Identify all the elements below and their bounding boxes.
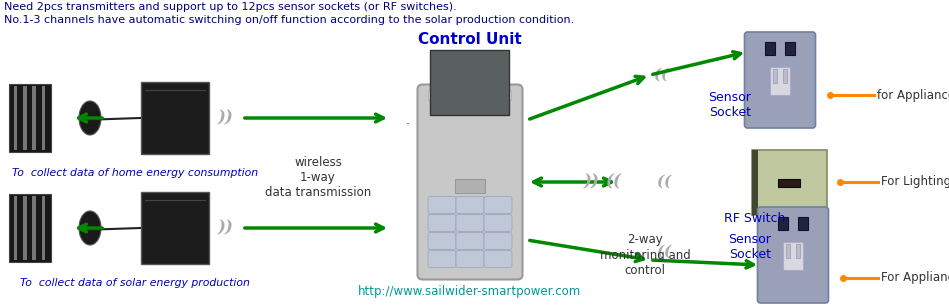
Text: (: ( bbox=[606, 174, 614, 191]
FancyBboxPatch shape bbox=[745, 32, 815, 128]
Bar bbox=[23, 196, 27, 260]
Text: for Appliance: for Appliance bbox=[877, 88, 949, 102]
Bar bbox=[42, 196, 46, 260]
Ellipse shape bbox=[79, 101, 101, 135]
Text: No.1-3 channels have automatic switching on/off function according to the solar : No.1-3 channels have automatic switching… bbox=[4, 15, 574, 25]
Bar bbox=[32, 86, 36, 150]
FancyBboxPatch shape bbox=[428, 232, 456, 249]
FancyBboxPatch shape bbox=[484, 196, 512, 214]
Text: ): ) bbox=[218, 109, 226, 127]
Bar bbox=[13, 86, 17, 150]
FancyBboxPatch shape bbox=[428, 250, 456, 267]
Text: ): ) bbox=[218, 220, 226, 236]
Text: (: ( bbox=[657, 245, 663, 259]
Text: http://www.sailwider-smartpower.com: http://www.sailwider-smartpower.com bbox=[359, 285, 582, 299]
Bar bbox=[798, 217, 808, 230]
Text: (: ( bbox=[657, 175, 663, 189]
Text: ): ) bbox=[225, 220, 233, 236]
Text: To  collect data of solar energy production: To collect data of solar energy producti… bbox=[20, 278, 250, 288]
FancyBboxPatch shape bbox=[418, 84, 523, 279]
Text: 2-way
monitoring and
control: 2-way monitoring and control bbox=[600, 234, 690, 277]
Text: wireless
1-way
data transmission: wireless 1-way data transmission bbox=[265, 156, 371, 199]
Bar bbox=[431, 49, 510, 114]
Bar bbox=[785, 42, 795, 55]
Bar bbox=[23, 86, 27, 150]
FancyBboxPatch shape bbox=[484, 232, 512, 249]
FancyBboxPatch shape bbox=[456, 250, 484, 267]
Text: ): ) bbox=[225, 109, 233, 127]
Bar bbox=[455, 178, 485, 192]
Text: Need 2pcs transmitters and support up to 12pcs sensor sockets (or RF switches).: Need 2pcs transmitters and support up to… bbox=[4, 2, 456, 12]
Bar bbox=[770, 67, 790, 95]
FancyBboxPatch shape bbox=[484, 214, 512, 231]
FancyBboxPatch shape bbox=[456, 196, 484, 214]
FancyBboxPatch shape bbox=[484, 250, 512, 267]
Bar bbox=[778, 217, 788, 230]
Text: (: ( bbox=[663, 175, 671, 189]
Text: For Appliance: For Appliance bbox=[881, 271, 949, 285]
Bar bbox=[796, 244, 800, 258]
Text: Sensor
Socket: Sensor Socket bbox=[729, 233, 772, 261]
Bar bbox=[778, 179, 800, 187]
Bar bbox=[141, 82, 209, 154]
Bar bbox=[753, 149, 828, 214]
Bar bbox=[773, 69, 777, 83]
Text: .: . bbox=[406, 113, 410, 127]
Ellipse shape bbox=[79, 211, 101, 245]
Bar bbox=[765, 42, 775, 55]
Bar bbox=[783, 242, 803, 270]
Text: ): ) bbox=[584, 174, 592, 191]
Bar bbox=[9, 84, 51, 152]
Bar bbox=[13, 196, 17, 260]
Bar bbox=[429, 89, 512, 99]
Text: (: ( bbox=[661, 68, 668, 82]
FancyBboxPatch shape bbox=[428, 196, 456, 214]
Bar bbox=[42, 86, 46, 150]
Text: ): ) bbox=[591, 174, 599, 191]
Text: Control Unit: Control Unit bbox=[419, 33, 522, 48]
FancyBboxPatch shape bbox=[456, 232, 484, 249]
Text: Sensor
Socket: Sensor Socket bbox=[709, 91, 752, 119]
Text: (: ( bbox=[663, 245, 671, 259]
Text: RF Switch: RF Switch bbox=[724, 211, 786, 224]
Bar bbox=[32, 196, 36, 260]
Bar bbox=[753, 149, 758, 214]
Text: To  collect data of home energy consumption: To collect data of home energy consumpti… bbox=[12, 168, 258, 178]
FancyBboxPatch shape bbox=[456, 214, 484, 231]
Text: (: ( bbox=[653, 68, 661, 82]
Bar bbox=[9, 194, 51, 262]
Text: For Lightings: For Lightings bbox=[881, 175, 949, 188]
Text: (: ( bbox=[613, 174, 621, 191]
FancyBboxPatch shape bbox=[428, 214, 456, 231]
Bar bbox=[786, 244, 790, 258]
FancyBboxPatch shape bbox=[757, 207, 828, 303]
Bar bbox=[783, 69, 787, 83]
Bar bbox=[141, 192, 209, 264]
